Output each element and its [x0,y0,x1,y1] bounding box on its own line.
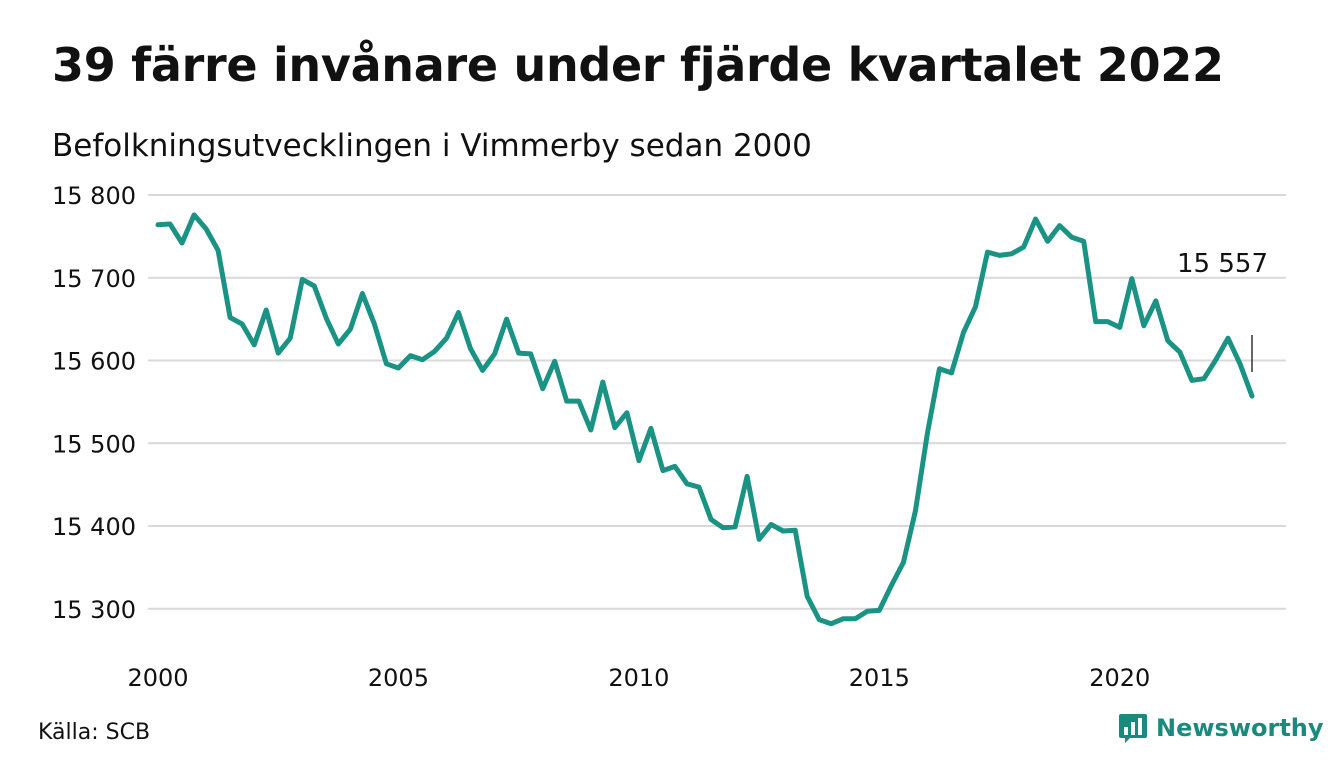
series-layer [155,212,1255,627]
source-note: Källa: SCB [38,720,151,745]
y-axis-ticks: 15 300 15 400 15 500 15 600 15 700 15 800 [52,182,136,624]
bar-chart-icon [1119,714,1147,743]
y-tick-label: 15 500 [52,430,136,458]
y-tick-label: 15 800 [52,182,136,210]
x-tick-label: 2005 [368,664,429,692]
series-line [155,212,1255,627]
brand-name: Newsworthy [1156,714,1324,742]
grid-lines [148,194,1286,610]
x-tick-label: 2010 [608,664,669,692]
x-axis-ticks: 2000 2005 2010 2015 2020 [127,664,1150,692]
x-tick-label: 2000 [127,664,188,692]
x-tick-label: 2020 [1089,664,1150,692]
x-tick-label: 2015 [849,664,910,692]
chart-subtitle: Befolkningsutvecklingen i Vimmerby sedan… [52,128,812,164]
y-tick-label: 15 700 [52,265,136,293]
last-value-label: 15 557 [1177,249,1268,279]
y-tick-label: 15 300 [52,596,136,624]
page-title: 39 färre invånare under fjärde kvartalet… [52,38,1224,92]
y-tick-label: 15 400 [52,513,136,541]
annotation-layer: 15 557 [1177,249,1268,372]
brand-logo[interactable]: Newsworthy [1118,712,1324,744]
y-tick-label: 15 600 [52,348,136,376]
